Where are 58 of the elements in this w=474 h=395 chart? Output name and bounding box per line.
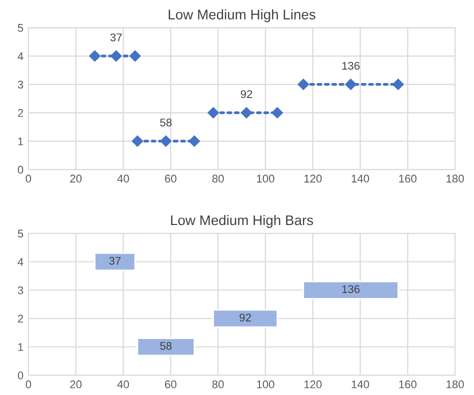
x-tick-label: 20 [70, 380, 82, 388]
x-tick-label: 120 [304, 174, 322, 183]
x-tick-label: 100 [257, 380, 274, 388]
point [89, 50, 100, 62]
y-tick-label: 2 [18, 314, 24, 323]
x-tick-label: 20 [70, 174, 82, 183]
annotation: 92 [240, 90, 252, 98]
x-tick-label: 80 [212, 380, 224, 388]
x-tick-label: 180 [446, 174, 464, 183]
y-tick-label: 0 [18, 372, 24, 380]
point [208, 107, 219, 118]
chart-title: Low Medium High Bars [171, 214, 314, 228]
bar [302, 280, 399, 300]
point [392, 78, 404, 90]
bar [136, 338, 196, 356]
annotation: 37 [110, 33, 122, 42]
y-tick-label: 1 [18, 343, 24, 351]
point [110, 50, 122, 62]
y-tick-label: 4 [18, 258, 24, 266]
x-tick-label: 160 [399, 174, 416, 183]
x-tick-label: 160 [399, 380, 416, 388]
bar [212, 309, 278, 328]
y-tick-label: 5 [18, 24, 24, 32]
point [188, 136, 200, 147]
point [129, 50, 141, 62]
x-tick-label: 40 [117, 174, 129, 183]
annotation: 58 [160, 118, 172, 126]
point [345, 78, 356, 90]
y-tick-label: 4 [18, 52, 24, 60]
x-tick-label: 140 [352, 174, 370, 183]
y-tick-label: 1 [18, 138, 24, 146]
y-tick-label: 2 [18, 109, 24, 117]
x-tick-label: 120 [304, 380, 322, 388]
point [160, 136, 172, 147]
point [240, 107, 252, 118]
x-tick-label: 80 [212, 174, 224, 183]
y-tick-label: 3 [18, 286, 24, 294]
y-tick-label: 0 [18, 166, 24, 174]
x-tick-label: 60 [165, 380, 176, 388]
x-tick-label: 60 [165, 174, 176, 183]
annotation: 136 [342, 285, 360, 294]
x-tick-label: 140 [352, 380, 370, 388]
y-tick-label: 3 [18, 80, 24, 89]
point [132, 136, 144, 147]
x-tick-label: 0 [26, 380, 32, 388]
y-tick-label: 5 [18, 230, 24, 238]
x-tick-label: 40 [117, 380, 129, 388]
annotation: 92 [240, 314, 251, 322]
x-tick-label: 180 [446, 380, 464, 388]
point [272, 107, 283, 118]
annotation: 58 [160, 342, 172, 350]
bar [94, 252, 136, 271]
chart-title: Low Medium High Lines [168, 9, 316, 22]
annotation: 136 [342, 62, 360, 70]
x-tick-label: 0 [26, 174, 32, 183]
annotation: 37 [109, 256, 121, 265]
point [298, 78, 309, 90]
x-tick-label: 100 [257, 174, 274, 183]
